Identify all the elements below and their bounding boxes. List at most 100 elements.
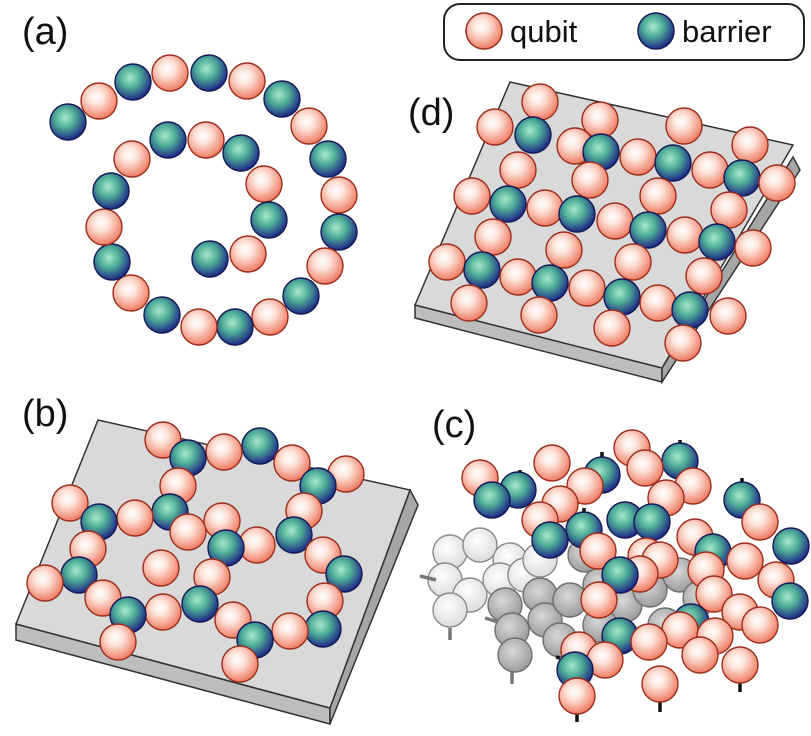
barrier-bead: [771, 582, 809, 620]
panel-d-bead-lattice: [428, 83, 796, 362]
barrier-bead: [93, 243, 131, 281]
panel-label-a: (a): [22, 11, 68, 53]
qubit-bead: [526, 189, 564, 227]
qubit-bead: [187, 121, 225, 159]
barrier-bead: [654, 144, 692, 182]
panel-label-c: (c): [432, 404, 476, 446]
qubit-bead: [228, 62, 266, 100]
barrier-bead: [275, 516, 313, 554]
qubit-bead: [205, 433, 243, 471]
qubit-bead: [99, 623, 137, 661]
legend-barrier-icon: [637, 12, 675, 50]
qubit-bead: [521, 83, 559, 121]
barrier-bead: [190, 54, 228, 92]
qubit-bead: [596, 202, 634, 240]
panel-a-spiral-chain: [49, 54, 358, 346]
barrier-bead: [463, 251, 501, 289]
barrier-bead: [143, 296, 181, 334]
legend: qubit barrier: [443, 3, 805, 61]
barrier-bead: [114, 63, 152, 101]
barrier-bead: [489, 185, 527, 223]
barrier-bead: [222, 134, 260, 172]
qubit-bead: [453, 177, 491, 215]
qubit-bead: [545, 231, 583, 269]
bond-stick: [484, 616, 499, 624]
qubit-bead: [520, 296, 558, 334]
qubit-bead: [691, 151, 729, 189]
qubit-bead: [245, 165, 283, 203]
qubit-bead: [273, 444, 311, 482]
qubit-bead: [271, 612, 309, 650]
barrier-bead: [320, 213, 358, 251]
qubit-bead: [593, 309, 631, 347]
qubit-bead: [320, 176, 358, 214]
qubit-bead: [499, 258, 537, 296]
qubit-bead: [251, 298, 289, 336]
qubit-bead: [614, 243, 652, 281]
qubit-bead: [741, 606, 779, 644]
qubit-bead: [731, 126, 769, 164]
barrier-bead: [92, 172, 130, 210]
barrier-bead: [325, 555, 363, 593]
qubit-bead: [533, 444, 571, 482]
barrier-bead: [601, 556, 639, 594]
qubit-bead: [26, 564, 64, 602]
qubit-bead: [568, 269, 606, 307]
qubit-bead: [221, 645, 259, 683]
qubit-bead: [734, 229, 772, 267]
barrier-bead: [671, 291, 709, 329]
qubit-bead: [695, 575, 733, 613]
qubit-bead: [709, 297, 747, 335]
barrier-bead: [263, 80, 301, 118]
qubit-bead: [666, 216, 704, 254]
background-bead: [497, 637, 533, 673]
barrier-bead: [149, 121, 187, 159]
qubit-bead: [665, 107, 703, 145]
panel-b-hexagonal-lattice: [26, 421, 365, 683]
qubit-bead: [710, 191, 748, 229]
barrier-bead: [250, 201, 288, 239]
qubit-bead: [306, 247, 344, 285]
qubit-bead: [626, 449, 664, 487]
qubit-bead: [741, 503, 779, 541]
qubit-bead: [619, 138, 657, 176]
barrier-bead: [49, 103, 87, 141]
qubit-bead: [144, 593, 182, 631]
qubit-bead: [499, 151, 537, 189]
qubit-bead: [80, 82, 118, 120]
barrier-bead: [558, 195, 596, 233]
legend-barrier-label: barrier: [682, 14, 772, 49]
qubit-bead: [450, 284, 488, 322]
qubit-bead: [428, 243, 466, 281]
qubit-bead: [758, 164, 796, 202]
qubit-bead: [142, 549, 180, 587]
panel-label-d: (d): [408, 92, 454, 134]
legend-qubit-label: qubit: [510, 14, 578, 49]
barrier-bead: [772, 527, 810, 565]
barrier-bead: [216, 308, 254, 346]
bond-stick: [555, 655, 561, 660]
barrier-bead: [629, 211, 667, 249]
qubit-bead: [558, 677, 596, 715]
qubit-bead: [664, 324, 702, 362]
qubit-bead: [726, 542, 764, 580]
qubit-bead: [639, 284, 677, 322]
qubit-bead: [685, 257, 723, 295]
qubit-bead: [474, 218, 512, 256]
qubit-bead: [721, 646, 759, 684]
bond-stick: [419, 574, 437, 582]
barrier-bead: [304, 610, 342, 648]
qubit-bead: [85, 208, 123, 246]
qubit-bead: [641, 665, 679, 703]
panel-label-b: (b): [22, 393, 68, 435]
qubit-bead: [630, 623, 668, 661]
barrier-bead: [698, 223, 736, 261]
barrier-bead: [473, 481, 511, 519]
qubit-bead: [169, 513, 207, 551]
background-bead: [462, 527, 498, 563]
barrier-bead: [723, 159, 761, 197]
barrier-bead: [633, 503, 671, 541]
barrier-bead: [191, 240, 229, 278]
qubit-bead: [639, 177, 677, 215]
qubit-bead: [571, 161, 609, 199]
